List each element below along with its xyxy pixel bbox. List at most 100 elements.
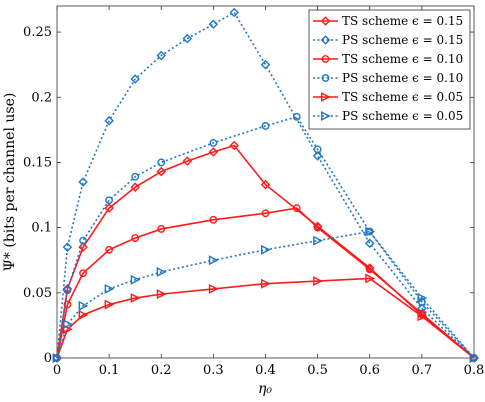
data-point	[52, 353, 63, 363]
data-point	[229, 7, 240, 18]
series-line	[56, 11, 475, 359]
y-tick-label: 0.15	[23, 155, 52, 170]
data-point	[156, 50, 167, 61]
series-line	[56, 115, 475, 359]
data-point	[261, 122, 270, 130]
x-tick-label: 0.8	[464, 363, 485, 378]
legend-entry: TS scheme ϵ = 0.10	[342, 52, 463, 66]
legend-marker	[320, 35, 331, 45]
data-point	[130, 293, 141, 303]
x-tick-label: 0.5	[307, 363, 328, 378]
data-point	[131, 234, 140, 242]
x-tick-label: 0.7	[412, 363, 433, 378]
series-layer	[52, 7, 480, 363]
data-point	[105, 196, 114, 205]
data-point	[313, 276, 323, 287]
legend-entry: TS scheme ϵ = 0.05	[342, 90, 463, 104]
data-point	[364, 238, 375, 249]
data-point	[104, 203, 114, 213]
data-point	[209, 138, 218, 147]
data-point	[182, 156, 193, 166]
data-point	[130, 182, 140, 193]
series-line	[56, 277, 475, 359]
data-point	[208, 255, 219, 266]
data-point	[417, 311, 428, 322]
y-tick-label: 0.05	[23, 286, 52, 301]
data-point	[156, 166, 167, 177]
data-point	[312, 151, 323, 161]
data-point	[208, 283, 219, 294]
series-4	[53, 112, 478, 362]
data-point	[79, 236, 87, 245]
x-tick-label: 0.6	[359, 363, 380, 378]
data-point	[292, 204, 301, 212]
data-point	[78, 177, 88, 187]
x-axis-label: η₀	[258, 381, 272, 397]
data-point	[208, 19, 219, 30]
x-tick-label: 0.3	[203, 363, 224, 378]
y-tick-label: 0.25	[23, 25, 52, 40]
data-point	[104, 299, 115, 310]
data-point	[157, 225, 166, 233]
legend-entry: PS scheme ϵ = 0.15	[342, 33, 463, 47]
data-point	[208, 147, 219, 157]
data-point	[62, 324, 73, 335]
series-line	[56, 207, 475, 359]
legend-marker	[321, 111, 331, 121]
y-tick-label: 0.2	[31, 90, 52, 105]
legend-entry: PS scheme ϵ = 0.05	[342, 109, 463, 123]
legend: TS scheme ϵ = 0.15 PS scheme ϵ = 0.15 TS s…	[308, 9, 471, 130]
data-point	[157, 158, 166, 167]
x-tick-label: 0.1	[99, 363, 120, 378]
data-point	[63, 300, 72, 309]
legend-marker	[320, 16, 331, 26]
data-point	[313, 235, 323, 246]
data-point	[104, 283, 115, 294]
data-point	[78, 242, 88, 252]
y-tick-label: 0	[44, 351, 52, 366]
data-point	[78, 310, 89, 320]
y-axis-label: Ψ* (bits per channel use)	[2, 93, 18, 272]
data-point	[313, 145, 322, 154]
data-point	[261, 244, 271, 255]
data-point	[131, 172, 140, 181]
data-point	[292, 112, 301, 121]
data-point	[62, 242, 73, 252]
data-point	[261, 209, 270, 218]
data-point	[79, 269, 87, 278]
legend-marker	[321, 74, 330, 82]
x-tick-label: 0	[53, 363, 61, 378]
data-point	[365, 226, 376, 237]
data-point	[156, 289, 167, 300]
series-6	[52, 226, 480, 363]
data-point	[130, 274, 141, 285]
data-point	[209, 215, 218, 224]
data-point	[261, 278, 271, 289]
data-point	[105, 245, 114, 254]
data-point	[156, 267, 167, 277]
data-point	[469, 353, 480, 363]
data-point	[417, 303, 427, 314]
legend-marker	[321, 55, 330, 63]
legend-marker	[321, 92, 331, 102]
data-point	[417, 293, 428, 303]
data-point	[313, 223, 322, 232]
data-point	[62, 319, 73, 330]
legend-box	[308, 9, 471, 130]
data-point	[229, 140, 240, 151]
legend-entry: PS scheme ϵ = 0.10	[342, 71, 463, 85]
data-point	[260, 179, 271, 190]
data-point	[260, 59, 271, 70]
x-tick-label: 0.2	[151, 363, 172, 378]
data-point	[104, 115, 114, 126]
data-point	[78, 300, 89, 311]
data-point	[365, 265, 374, 274]
data-point	[63, 286, 72, 295]
data-point	[182, 33, 193, 44]
data-point	[130, 74, 140, 84]
series-line	[56, 144, 475, 359]
y-tick-label: 0.1	[31, 221, 52, 236]
legend-entry: TS scheme ϵ = 0.15	[342, 14, 463, 28]
data-point	[365, 273, 376, 284]
